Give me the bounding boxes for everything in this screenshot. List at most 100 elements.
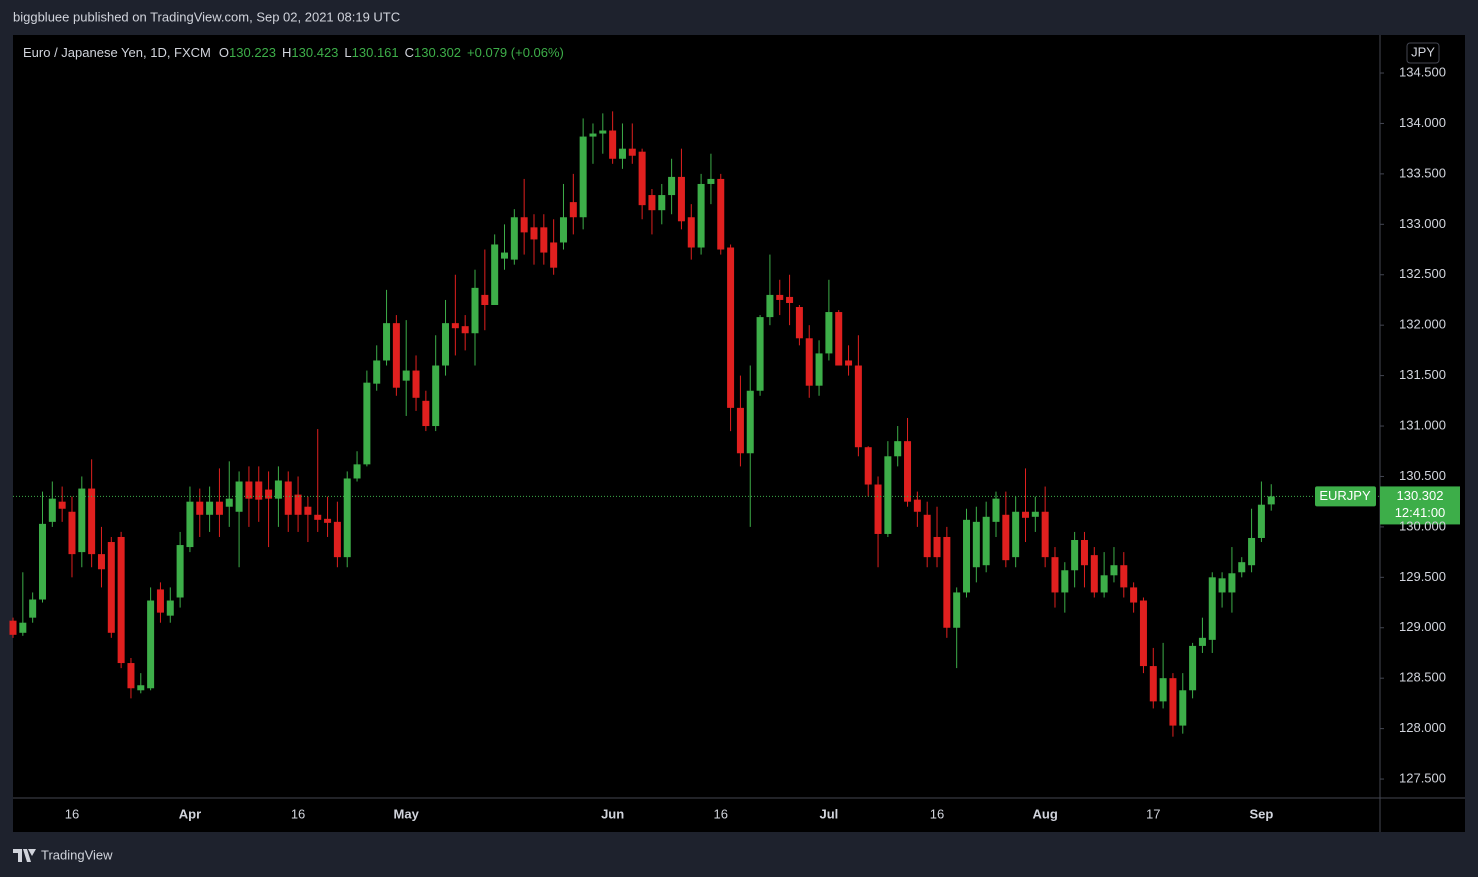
- candle-body: [166, 600, 174, 616]
- candle-body: [68, 511, 76, 555]
- candle-body: [510, 217, 518, 260]
- candle-body: [766, 294, 774, 318]
- candle-body: [442, 323, 450, 366]
- candle-body: [1228, 573, 1236, 593]
- currency-box[interactable]: [1406, 42, 1440, 64]
- candle-body: [756, 317, 764, 391]
- x-tick-label: 16: [291, 806, 305, 821]
- candle-body: [333, 521, 341, 558]
- y-tick-label: 132.000: [1399, 317, 1446, 332]
- candle-body: [137, 685, 145, 691]
- candle-body: [235, 481, 243, 512]
- candle-body: [304, 506, 312, 515]
- candle-body: [265, 489, 273, 499]
- candle-body: [1012, 511, 1020, 558]
- candle-body: [717, 178, 725, 250]
- candle-body: [520, 217, 528, 233]
- candle-body: [19, 622, 27, 633]
- candle-body: [894, 441, 902, 457]
- ohlc-label: H: [282, 45, 291, 60]
- candle-body: [727, 247, 735, 408]
- candle-body: [923, 514, 931, 558]
- candle-body: [1090, 555, 1098, 593]
- candle-body: [176, 545, 184, 598]
- candle-body: [530, 227, 538, 240]
- candle-body: [412, 370, 420, 398]
- ohlc-value: 130.161: [352, 45, 399, 60]
- ohlc-value: 130.423: [291, 45, 338, 60]
- candle-body: [982, 516, 990, 566]
- candles: [9, 111, 1275, 737]
- candle-body: [422, 400, 430, 427]
- candle-body: [786, 296, 794, 303]
- candle-body: [491, 244, 499, 306]
- candle-body: [1159, 678, 1167, 702]
- candle-body: [1041, 511, 1049, 558]
- y-tick-label: 130.000: [1399, 518, 1446, 533]
- candle-body: [658, 195, 666, 211]
- x-tick-label: 16: [714, 806, 728, 821]
- candle-body: [206, 501, 214, 515]
- candle-body: [481, 294, 489, 306]
- candle-body: [776, 294, 784, 300]
- candle-body: [314, 514, 322, 520]
- candle-body: [668, 176, 676, 196]
- candle-body: [1208, 577, 1216, 640]
- candle-body: [648, 195, 656, 211]
- candle-body: [186, 501, 194, 548]
- x-tick-label: 16: [65, 806, 79, 821]
- y-tick-label: 128.000: [1399, 720, 1446, 735]
- symbol-tag-box: [1315, 486, 1376, 507]
- candle-body: [1051, 557, 1059, 593]
- candle-body: [1002, 514, 1010, 561]
- y-tick-label: 133.000: [1399, 216, 1446, 231]
- candle-body: [1120, 565, 1128, 588]
- candle-body: [1139, 600, 1147, 667]
- logo[interactable]: TradingView: [13, 847, 113, 862]
- candle-body: [1257, 504, 1265, 538]
- x-tick-label: 17: [1146, 806, 1160, 821]
- candle-body: [609, 130, 617, 159]
- candle-body: [1130, 587, 1138, 603]
- candle-body: [471, 287, 479, 334]
- candle-body: [707, 178, 715, 184]
- candle-body: [1080, 540, 1088, 566]
- candle-body: [904, 441, 912, 502]
- y-tick-label: 129.500: [1399, 569, 1446, 584]
- candle-body: [687, 217, 695, 248]
- legend-title: Euro / Japanese Yen, 1D, FXCM: [23, 45, 211, 60]
- candle-body: [97, 554, 105, 570]
- ohlc-label: L: [344, 45, 351, 60]
- candle-body: [1238, 562, 1246, 573]
- candle-body: [884, 456, 892, 534]
- x-tick-label: 16: [930, 806, 944, 821]
- candle-body: [38, 523, 46, 600]
- candle-body: [215, 501, 223, 515]
- candle-body: [992, 498, 1000, 522]
- ohlc-label: O: [219, 45, 229, 60]
- candle-body: [1198, 637, 1206, 646]
- candle-body: [392, 323, 400, 388]
- candle-body: [1021, 511, 1029, 518]
- candle-body: [117, 536, 125, 664]
- candle-body: [1267, 496, 1275, 505]
- candle-body: [697, 183, 705, 248]
- x-tick-label: May: [394, 806, 420, 821]
- x-tick-label: Jun: [601, 806, 624, 821]
- candle-body: [324, 518, 332, 523]
- candle-body: [9, 620, 17, 635]
- candle-body: [579, 136, 587, 218]
- candle-body: [933, 536, 941, 558]
- change: +0.079 (+0.06%): [467, 45, 564, 60]
- candle-body: [835, 312, 843, 366]
- candle-body: [864, 447, 872, 485]
- y-tick-label: 129.000: [1399, 619, 1446, 634]
- y-tick-label: 131.000: [1399, 417, 1446, 432]
- candle-body: [963, 519, 971, 593]
- candle-body: [29, 599, 37, 618]
- candle-body: [284, 481, 292, 515]
- ohlc-value: 130.223: [229, 45, 276, 60]
- candle-body: [1110, 565, 1118, 576]
- candle-body: [1179, 690, 1187, 726]
